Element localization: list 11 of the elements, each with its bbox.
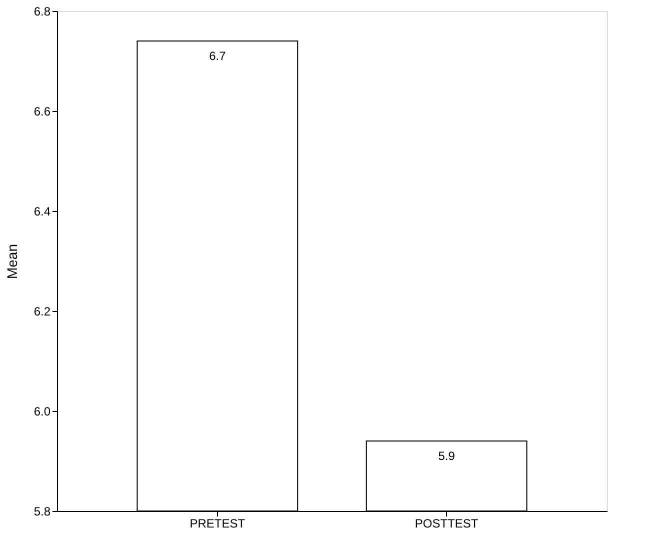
y-tick-label: 6.6 bbox=[34, 104, 51, 118]
y-axis-title: Mean bbox=[4, 244, 20, 280]
data-label: 5.9 bbox=[438, 449, 456, 463]
y-tick-label: 5.8 bbox=[34, 504, 51, 518]
y-tick-label: 6.2 bbox=[34, 304, 51, 318]
x-tick-label: POSTTEST bbox=[414, 516, 479, 530]
y-tick-label: 6.0 bbox=[34, 404, 51, 418]
x-tick-label: PRETEST bbox=[190, 516, 246, 530]
data-label: 6.7 bbox=[209, 49, 226, 63]
y-tick-label: 6.4 bbox=[34, 204, 51, 218]
y-tick-label: 6.8 bbox=[34, 4, 51, 18]
